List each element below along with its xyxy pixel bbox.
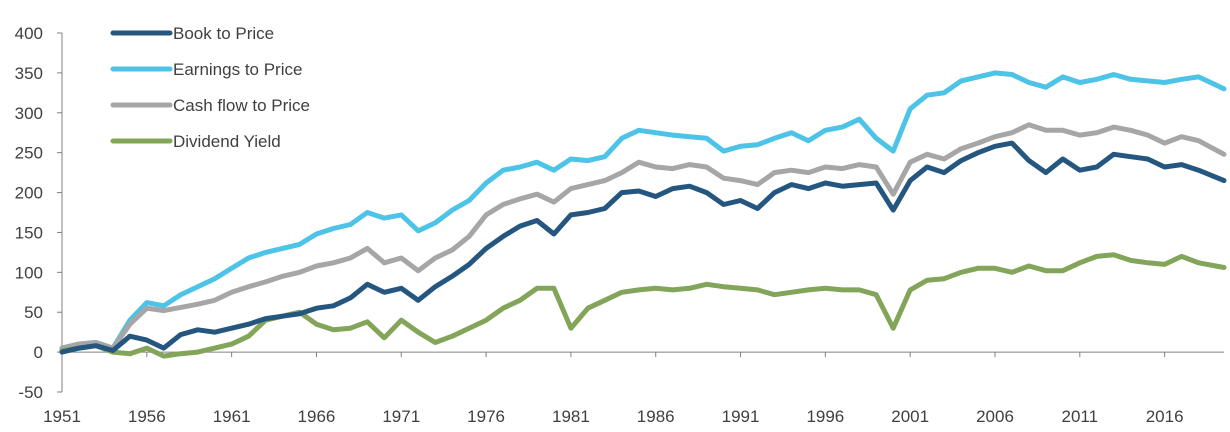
x-tick-label: 1996 [806, 407, 844, 426]
x-tick-label: 1981 [552, 407, 590, 426]
x-tick-label: 1961 [213, 407, 251, 426]
legend-label: Earnings to Price [173, 60, 302, 79]
legend-label: Dividend Yield [173, 132, 281, 151]
y-tick-label: 200 [15, 184, 43, 203]
series-line-cash-flow-to-price [59, 122, 1227, 351]
series-line-dividend-yield [59, 252, 1227, 359]
x-tick-label: 2001 [891, 407, 929, 426]
y-tick-label: -50 [18, 383, 43, 402]
y-tick-label: 300 [15, 104, 43, 123]
x-tick-label: 1991 [722, 407, 760, 426]
series-lines [59, 70, 1227, 359]
y-tick-label: 50 [24, 303, 43, 322]
x-tick-label: 1976 [467, 407, 505, 426]
y-tick-label: 100 [15, 263, 43, 282]
y-axis: 400 350 300 250 200 150 100 50 0 -50 [15, 24, 63, 402]
x-tick-label: 1956 [128, 407, 166, 426]
x-tick-label: 2011 [1062, 407, 1099, 426]
x-tick-label: 1986 [637, 407, 675, 426]
y-tick-label: 400 [15, 24, 43, 43]
x-axis: 1951 1956 1961 1966 1971 1976 1981 1986 1991 1996… [43, 351, 1224, 426]
x-tick-label: 1966 [298, 407, 336, 426]
x-tick-label: 1951 [43, 407, 81, 426]
x-tick-label: 2016 [1146, 407, 1184, 426]
series-line-book-to-price [59, 140, 1227, 355]
y-tick-label: 250 [15, 144, 43, 163]
legend-label: Cash flow to Price [173, 96, 310, 115]
series-line-earnings-to-price [59, 70, 1227, 351]
legend: Book to Price Earnings to Price Cash flow … [110, 24, 310, 151]
x-tick-label: 1971 [382, 407, 420, 426]
x-tick-label: 2006 [976, 407, 1014, 426]
y-tick-label: 150 [15, 223, 43, 242]
y-tick-label: 350 [15, 64, 43, 83]
y-tick-label: 0 [34, 343, 43, 362]
legend-label: Book to Price [173, 24, 274, 43]
